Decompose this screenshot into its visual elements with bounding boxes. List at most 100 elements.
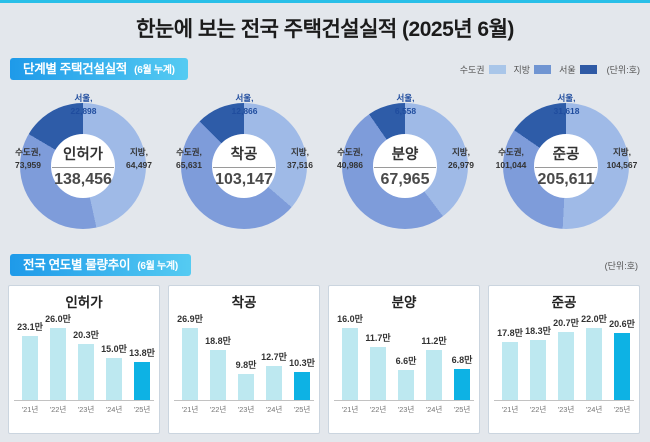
legend-label: 서울 — [559, 64, 576, 75]
donut-divider — [374, 167, 436, 168]
bar-value-label: 11.2만 — [421, 336, 447, 346]
donut-label-jibang: 지방, 37,516 — [272, 146, 328, 172]
bar-'23년 — [398, 370, 414, 400]
legend: 수도권 지방 서울 (단위:호) — [460, 63, 640, 75]
donut-label-text: 서울, — [74, 93, 93, 103]
donut-label-jibang: 지방, 26,979 — [433, 146, 489, 172]
donut-label-sudogwon: 수도권, 65,631 — [161, 146, 217, 172]
bar-value-label: 20.3만 — [73, 330, 99, 340]
bar-value-label: 9.8만 — [235, 360, 257, 370]
donut-label-sudogwon: 수도권, 73,959 — [0, 146, 56, 172]
donut-label-seoul: 서울, 31,618 — [486, 92, 647, 118]
donut-label-value: 22,898 — [70, 106, 97, 117]
unit-label-section1: (단위:호) — [606, 64, 640, 75]
donut-center-title: 준공 — [552, 147, 580, 163]
plot-area: 16.0만 11.7만 6.6만 11.2만 6.8만 — [334, 286, 474, 401]
bar-'23년 — [78, 344, 94, 400]
donut-label-value: 37,516 — [287, 160, 313, 171]
bar-chart-title: 인허가 — [65, 295, 103, 310]
donut-label-seoul: 서울, 12,866 — [164, 92, 325, 118]
donut-panel-starts: 착공 103,147 서울, 12,866 수도권, 65,631 지방, 37… — [164, 89, 325, 249]
donut-center-title: 분양 — [391, 147, 419, 163]
bar-chart-starts: 착공 26.9만 18.8만 9.8만 12.7만 10.3만 '21년 '22년 '23년… — [168, 285, 320, 434]
donut-label-value: 26,979 — [448, 160, 474, 171]
year-label: '23년 — [397, 405, 415, 414]
bar-'22년 — [530, 340, 546, 400]
donut-label-text: 수도권, — [498, 147, 524, 157]
legend-item-seoul: 서울 — [559, 63, 597, 76]
bar-value-label: 18.3만 — [525, 326, 551, 336]
donut-divider — [213, 167, 275, 168]
bar-'25년 — [294, 372, 310, 400]
bar-'23년 — [558, 332, 574, 400]
year-label: '24년 — [105, 405, 123, 414]
donut-label-value: 73,959 — [15, 160, 41, 171]
donut-total: 67,965 — [380, 171, 430, 188]
donut-label-text: 서울, — [235, 93, 254, 103]
section2-header: 전국 연도별 물량추이 (6월 누계) — [10, 254, 191, 276]
donut-ring-sales: 분양 67,965 — [342, 103, 468, 229]
donut-label-text: 수도권, — [15, 147, 41, 157]
year-label: '25년 — [453, 405, 471, 414]
donut-label-value: 65,631 — [176, 160, 202, 171]
bar-'21년 — [182, 328, 198, 400]
donut-center-title: 인허가 — [62, 147, 104, 163]
bar-chart-sales: 분양 16.0만 11.7만 6.6만 11.2만 6.8만 '21년 '22년 '23년 '… — [328, 285, 480, 434]
donut-label-sudogwon: 수도권, 101,044 — [483, 146, 539, 172]
year-label: '25년 — [133, 405, 151, 414]
bar-'22년 — [210, 350, 226, 400]
donut-label-sudogwon: 수도권, 40,986 — [322, 146, 378, 172]
donut-center-title: 착공 — [230, 147, 258, 163]
plot-area: 23.1만 26.0만 20.3만 15.0만 13.8만 — [14, 286, 155, 401]
bar-value-label: 10.3만 — [289, 358, 315, 368]
year-label: '25년 — [293, 405, 311, 414]
bar-value-label: 26.9만 — [177, 314, 203, 324]
donut-label-jibang: 지방, 64,497 — [111, 146, 167, 172]
section2-title: 전국 연도별 물량추이 — [23, 258, 131, 272]
bar-chart-permits: 인허가 23.1만 26.0만 20.3만 15.0만 13.8만 '21년 '22년 '2… — [8, 285, 160, 434]
legend-swatch-seoul — [579, 64, 597, 74]
donut-label-seoul: 서울, 6,558 — [325, 92, 486, 118]
section1-subtitle: (6월 누계) — [134, 65, 175, 76]
year-label: '24년 — [425, 405, 443, 414]
donut-label-text: 지방, — [451, 147, 470, 157]
donut-label-text: 서울, — [396, 93, 415, 103]
year-label: '23년 — [237, 405, 255, 414]
donut-hole: 착공 103,147 — [212, 134, 276, 198]
donut-ring-starts: 착공 103,147 — [181, 103, 307, 229]
legend-label: 수도권 — [459, 64, 485, 75]
year-label: '22년 — [529, 405, 547, 414]
bar-value-label: 16.0만 — [337, 314, 363, 324]
donut-label-text: 수도권, — [176, 147, 202, 157]
bar-value-label: 13.8만 — [129, 348, 155, 358]
donut-hole: 분양 67,965 — [373, 134, 437, 198]
bar-'25년 — [134, 362, 150, 400]
bar-value-label: 20.6만 — [609, 319, 635, 329]
bar-'25년 — [454, 369, 470, 400]
bar-value-label: 26.0만 — [45, 314, 71, 324]
bar-'21년 — [342, 328, 358, 400]
year-label: '22년 — [209, 405, 227, 414]
donut-label-text: 지방, — [290, 147, 309, 157]
year-label: '24년 — [265, 405, 283, 414]
plot-area: 26.9만 18.8만 9.8만 12.7만 10.3만 — [174, 286, 315, 401]
bar-value-label: 6.6만 — [395, 356, 417, 366]
unit-label-section2: (단위:호) — [604, 261, 638, 271]
bar-'25년 — [614, 333, 630, 400]
donut-label-seoul: 서울, 22,898 — [3, 92, 164, 118]
bar-'23년 — [238, 374, 254, 400]
page-title: 한눈에 보는 전국 주택건설실적 (2025년 6월) — [136, 18, 514, 41]
donut-label-value: 64,497 — [126, 160, 152, 171]
bar-value-label: 23.1만 — [17, 322, 43, 332]
bar-'22년 — [50, 328, 66, 400]
donut-total: 138,456 — [54, 171, 112, 188]
bar-chart-title: 분양 — [391, 295, 417, 310]
donut-total: 205,611 — [537, 171, 595, 188]
year-label: '21년 — [21, 405, 39, 414]
section2-subtitle: (6월 누계) — [137, 261, 178, 272]
donut-divider — [535, 167, 597, 168]
bar-value-label: 15.0만 — [101, 344, 127, 354]
bar-'24년 — [266, 366, 282, 400]
bar-value-label: 11.7만 — [365, 333, 391, 343]
